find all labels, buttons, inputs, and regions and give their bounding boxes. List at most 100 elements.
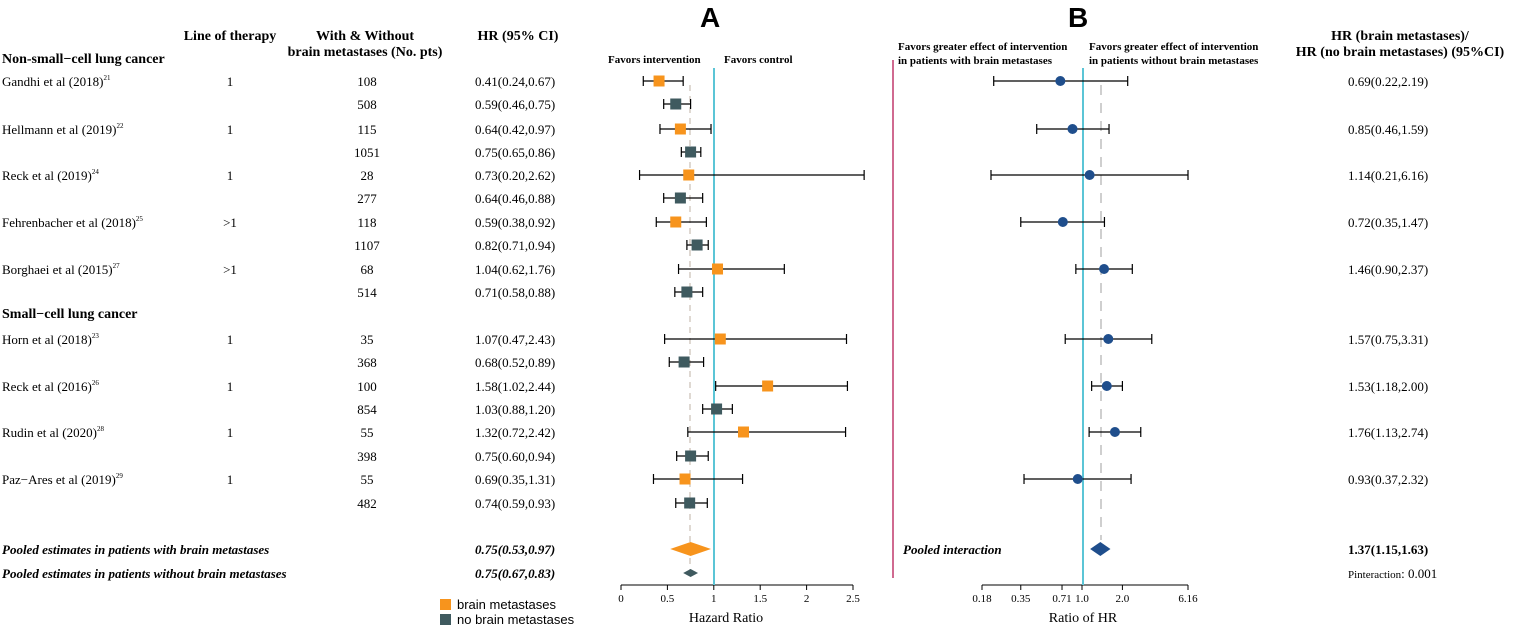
favors-intervention-label: Favors intervention — [608, 54, 701, 66]
favors-nbm-label-2: in patients without brain metastases — [1089, 55, 1259, 67]
study-6-ratio-text: 1.57(0.75,3.31) — [1348, 332, 1428, 347]
study-6-name: Horn et al (2018)23 — [2, 332, 99, 347]
header-ratio-1: HR (brain metastases)/ — [1331, 29, 1470, 44]
study-9-nbm-hr-text: 0.74(0.59,0.93) — [475, 496, 555, 511]
study-6-line: 1 — [227, 332, 234, 347]
section-sclc: Small−cell lung cancer — [2, 307, 138, 322]
study-1-line: 1 — [227, 74, 234, 89]
study-1-nbm-n: 508 — [357, 97, 377, 112]
pooled-bm-label: Pooled estimates in patients with brain … — [2, 542, 269, 557]
study-4-name: Fehrenbacher et al (2018)25 — [2, 215, 143, 230]
study-4-name-text: Fehrenbacher et al (2018) — [2, 215, 136, 230]
study-4-nbm-point — [691, 239, 703, 251]
study-7-nbm-n: 854 — [357, 402, 377, 417]
pooled-interaction-label: Pooled interaction — [903, 542, 1002, 557]
study-1-name: Gandhi et al (2018)21 — [2, 74, 111, 89]
study-3-name: Reck et al (2019)24 — [2, 168, 99, 183]
study-1-nbm-point — [670, 98, 682, 110]
study-5-name: Borghaei et al (2015)27 — [2, 262, 120, 277]
study-9-nbm-n: 482 — [357, 496, 377, 511]
study-2-name: Hellmann et al (2019)22 — [2, 122, 124, 137]
study-8-bm-hr-text: 1.32(0.72,2.42) — [475, 425, 555, 440]
study-6-ratio-point — [1103, 334, 1114, 344]
study-9-name: Paz−Ares et al (2019)29 — [2, 472, 123, 487]
study-2-bm-n: 115 — [357, 122, 376, 137]
study-6-bm-n: 35 — [361, 332, 374, 347]
study-7-ratio-text: 1.53(1.18,2.00) — [1348, 379, 1428, 394]
study-8-bm-n: 55 — [361, 425, 374, 440]
study-9-name-text: Paz−Ares et al (2019) — [2, 472, 116, 487]
study-4-ratio-point — [1057, 217, 1068, 227]
study-6-nbm-n: 368 — [357, 355, 377, 370]
study-6-name-text: Horn et al (2018) — [2, 332, 92, 347]
study-5-name-text: Borghaei et al (2015) — [2, 262, 113, 277]
study-1-ratio-point — [1055, 76, 1066, 86]
header-with-without-2: brain metastases (No. pts) — [288, 45, 443, 60]
study-7-ratio-point — [1101, 381, 1112, 391]
study-8-line: 1 — [227, 425, 234, 440]
study-5-ratio-text: 1.46(0.90,2.37) — [1348, 262, 1428, 277]
header-with-without-1: With & Without — [316, 29, 414, 44]
favors-nbm-label-1: Favors greater effect of intervention — [1089, 41, 1258, 53]
study-9-ref: 29 — [116, 472, 124, 480]
study-8-nbm-n: 398 — [357, 449, 377, 464]
study-rows: Gandhi et al (2018)21 1 108 508 0.41(0.24,0.… — [2, 74, 1428, 577]
axis-a-label: Hazard Ratio — [689, 611, 763, 625]
study-9-line: 1 — [227, 472, 234, 487]
study-6-nbm-point — [678, 356, 690, 368]
study-4-bm-hr-text: 0.59(0.38,0.92) — [475, 215, 555, 230]
axis-b-tick-label: 1.0 — [1075, 593, 1089, 605]
study-8-nbm-point — [685, 450, 697, 462]
study-2-nbm-hr-text: 0.75(0.65,0.86) — [475, 145, 555, 160]
study-7-line: 1 — [227, 379, 234, 394]
study-6-nbm-hr-text: 0.68(0.52,0.89) — [475, 355, 555, 370]
study-3-ref: 24 — [92, 168, 100, 176]
axis-a-tick-label: 1 — [711, 593, 717, 605]
study-7-bm-point — [762, 380, 774, 392]
study-7-bm-hr-text: 1.58(1.02,2.44) — [475, 379, 555, 394]
axis-b-tick-label: 0.18 — [972, 593, 992, 605]
study-4-line: >1 — [223, 215, 237, 230]
study-5-ratio-point — [1099, 264, 1110, 274]
study-4-bm-n: 118 — [357, 215, 376, 230]
study-5-line: >1 — [223, 262, 237, 277]
study-8-name-text: Rudin et al (2020) — [2, 425, 97, 440]
study-6-ref: 23 — [92, 332, 100, 340]
study-3-line: 1 — [227, 168, 234, 183]
study-8-bm-point — [737, 426, 749, 438]
study-7-name-text: Reck et al (2016) — [2, 379, 92, 394]
study-6-bm-hr-text: 1.07(0.47,2.43) — [475, 332, 555, 347]
study-2-nbm-n: 1051 — [354, 145, 380, 160]
study-1-bm-point — [653, 75, 665, 87]
study-5-nbm-point — [681, 286, 693, 298]
header-line-of-therapy: Line of therapy — [184, 29, 277, 44]
p-interaction: Pinteraction: 0.001 — [1348, 566, 1437, 581]
study-8-ratio-text: 1.76(1.13,2.74) — [1348, 425, 1428, 440]
legend-brain-label: brain metastases — [457, 597, 556, 612]
axis-b-tick-label: 0.71 — [1052, 593, 1071, 605]
study-2-name-text: Hellmann et al (2019) — [2, 122, 116, 137]
study-4-bm-point — [670, 216, 682, 228]
axis-b-tick-label: 6.16 — [1178, 593, 1198, 605]
study-3-bm-point — [683, 169, 695, 181]
legend-nobrain-label: no brain metastases — [457, 612, 575, 625]
study-1-bm-hr-text: 0.41(0.24,0.67) — [475, 74, 555, 89]
study-4-nbm-hr-text: 0.82(0.71,0.94) — [475, 238, 555, 253]
study-1-ref: 21 — [103, 74, 111, 82]
study-9-bm-hr-text: 0.69(0.35,1.31) — [475, 472, 555, 487]
study-9-bm-n: 55 — [361, 472, 374, 487]
study-3-bm-n: 28 — [361, 168, 374, 183]
study-2-bm-point — [674, 123, 686, 135]
pooled-bm-value: 0.75(0.53,0.97) — [475, 542, 555, 557]
header-hr-ci: HR (95% CI) — [478, 29, 559, 44]
study-5-bm-hr-text: 1.04(0.62,1.76) — [475, 262, 555, 277]
study-3-nbm-point — [674, 192, 686, 204]
axis-a-tick-label: 2 — [804, 593, 810, 605]
legend-nobrain-swatch — [440, 614, 451, 625]
axis-b-tick-label: 0.35 — [1011, 593, 1031, 605]
study-1-bm-n: 108 — [357, 74, 377, 89]
study-5-ref: 27 — [113, 262, 121, 270]
study-5-bm-point — [712, 263, 724, 275]
study-8-ref: 28 — [97, 425, 105, 433]
study-5-bm-n: 68 — [361, 262, 374, 277]
